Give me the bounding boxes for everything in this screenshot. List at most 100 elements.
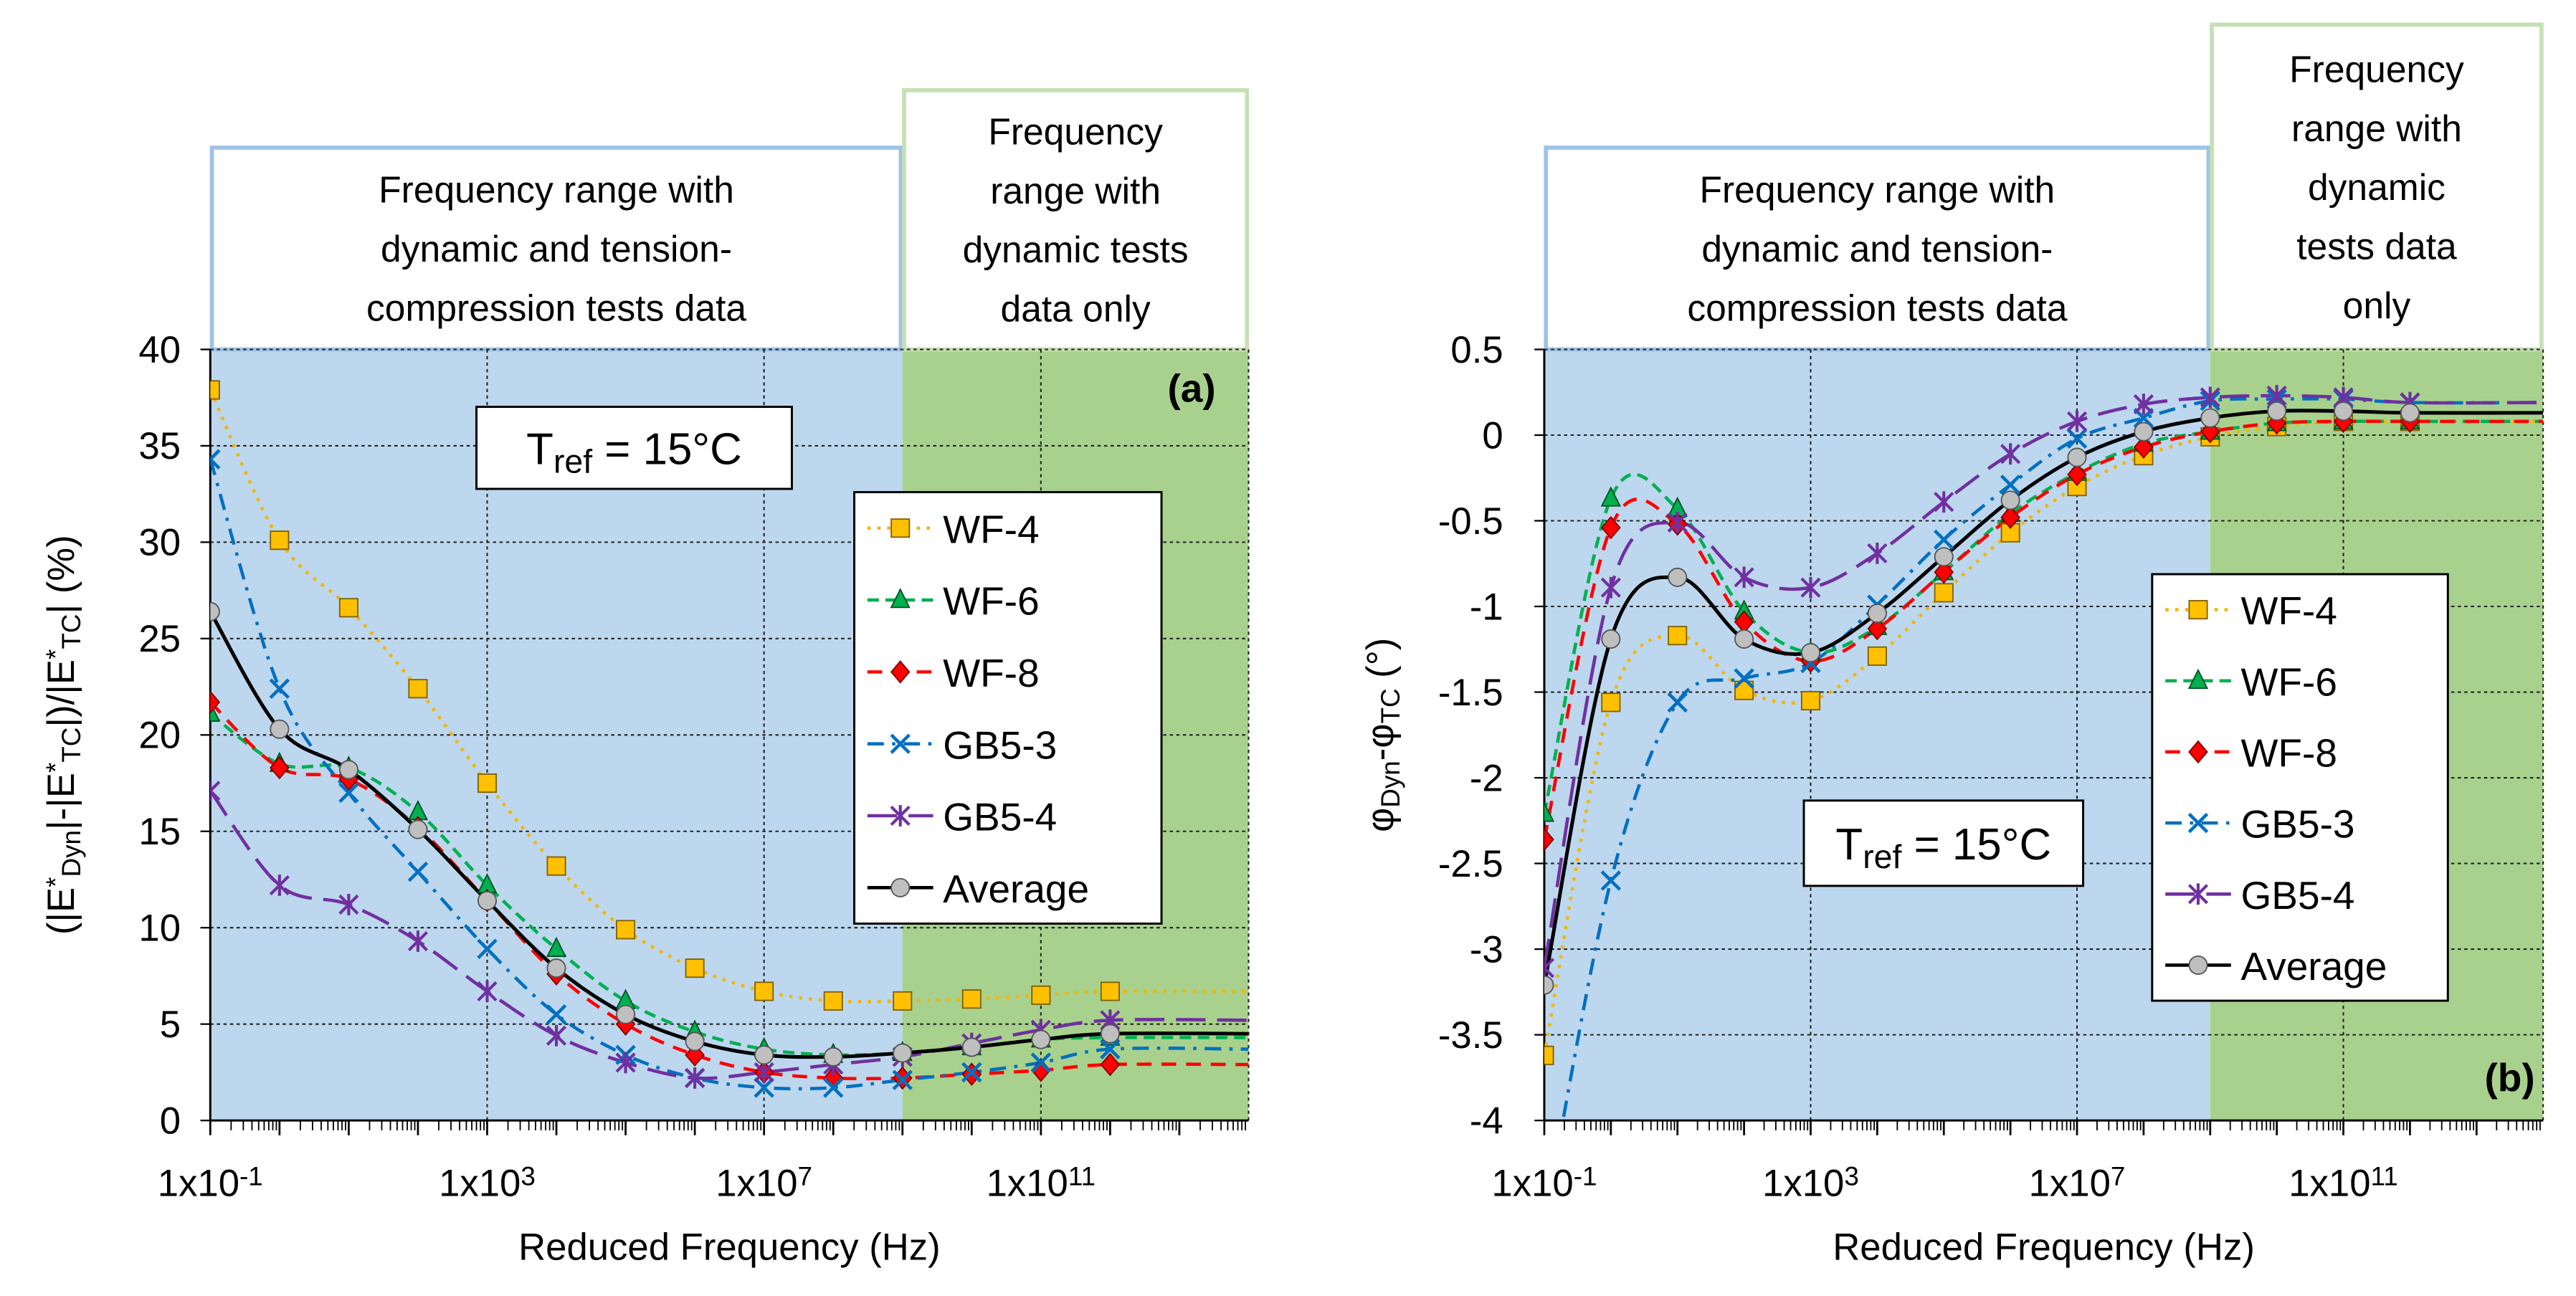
circle-marker xyxy=(1934,547,1954,567)
series-line-gb5-4 xyxy=(210,789,1249,1080)
label-segment: TC xyxy=(57,728,86,763)
circle-marker xyxy=(961,1037,982,1057)
legend-label: Average xyxy=(2241,944,2387,988)
series-group xyxy=(210,380,1249,1098)
square-marker xyxy=(338,598,358,618)
asterisk-marker xyxy=(546,1024,567,1047)
y-tick-label: -0.5 xyxy=(1438,500,1503,543)
circle-marker xyxy=(1668,567,1688,587)
circle-marker xyxy=(1800,643,1821,663)
region-header-text: data only xyxy=(1001,288,1151,330)
circle-marker xyxy=(754,1045,774,1065)
legend-item-wf-6: WF-6 xyxy=(867,579,1040,624)
diamond-marker xyxy=(1100,1052,1121,1077)
y-tick-label: 25 xyxy=(138,618,181,660)
label-segment: TC xyxy=(1376,688,1405,723)
panel-label: (b) xyxy=(2484,1055,2534,1100)
circle-marker xyxy=(685,1031,705,1052)
tref-subscript: ref xyxy=(1863,838,1901,875)
x-tick-exponent: 3 xyxy=(1844,1162,1859,1191)
x-tick-exponent: 3 xyxy=(521,1162,536,1191)
x-marker xyxy=(754,1077,774,1098)
y-tick-label: 5 xyxy=(160,1004,181,1046)
x-tick-exponent: -1 xyxy=(1574,1162,1597,1191)
triangle-marker xyxy=(1544,801,1555,822)
chart-a: Frequency range with dynamic and tension-… xyxy=(40,88,1250,1269)
x-tick-label: 1x103 xyxy=(1762,1162,1859,1205)
triangle-marker xyxy=(1600,486,1621,507)
square-marker xyxy=(1544,1045,1554,1065)
x-tick-base: 1x10 xyxy=(1491,1162,1573,1204)
label-segment: * xyxy=(41,877,70,887)
tref-subscript: ref xyxy=(553,442,592,480)
circle-marker xyxy=(2000,490,2020,510)
y-tick-label: 40 xyxy=(138,329,181,371)
diamond-marker xyxy=(2000,505,2020,530)
x-tick-base: 1x10 xyxy=(2289,1162,2370,1204)
square-marker xyxy=(477,773,498,794)
asterisk-marker xyxy=(685,1067,705,1089)
region-header-box xyxy=(1544,146,2211,352)
triangle-marker xyxy=(890,588,911,609)
y-tick-label: 10 xyxy=(138,907,181,950)
legend-label: WF-6 xyxy=(943,579,1039,624)
x-marker xyxy=(1734,668,1754,689)
tref-value: = 15°C xyxy=(1901,820,2051,869)
legend-label: WF-6 xyxy=(2241,659,2337,704)
x-tick-label: 1x107 xyxy=(716,1162,812,1205)
x-marker xyxy=(892,1069,913,1090)
square-marker xyxy=(1867,646,1887,666)
x-marker xyxy=(1934,529,1954,551)
y-tick-label: 20 xyxy=(138,715,181,757)
legend-label: WF-4 xyxy=(943,507,1039,551)
circle-marker xyxy=(2134,421,2154,442)
square-marker xyxy=(685,958,705,978)
square-marker xyxy=(210,380,220,400)
y-tick-label: -2.5 xyxy=(1438,843,1503,885)
circle-marker xyxy=(616,1004,636,1024)
x-marker xyxy=(2187,812,2209,834)
square-marker xyxy=(823,991,843,1011)
region-header-text: Frequency range with xyxy=(379,169,734,211)
circle-marker xyxy=(1100,1024,1120,1044)
asterisk-marker xyxy=(2066,410,2088,432)
y-tick-label: 0 xyxy=(1482,414,1503,457)
circle-marker xyxy=(1031,1029,1051,1049)
legend-item-gb5-3: GB5-3 xyxy=(2165,802,2354,847)
legend-label: WF-8 xyxy=(943,651,1039,695)
blue-frequency-region xyxy=(1544,349,2210,1121)
legend-label: GB5-3 xyxy=(2241,802,2355,847)
y-tick-label: 30 xyxy=(138,522,181,564)
asterisk-marker xyxy=(2000,443,2021,465)
region-header-text: compression tests data xyxy=(366,287,746,328)
series-markers-average xyxy=(1544,401,2420,995)
region-header-text: tests data xyxy=(2296,226,2457,267)
asterisk-marker xyxy=(407,930,429,952)
region-header-text: Frequency xyxy=(2289,48,2464,90)
region-header-box xyxy=(902,88,1250,352)
x-tick-exponent: 11 xyxy=(2371,1162,2398,1191)
circle-marker xyxy=(408,819,428,839)
diamond-marker xyxy=(1544,827,1554,852)
legend-label: Average xyxy=(943,867,1089,911)
legend-item-wf-6: WF-6 xyxy=(2165,659,2337,704)
y-tick-label: -4 xyxy=(1470,1100,1503,1142)
legend-item-gb5-4: GB5-4 xyxy=(2165,873,2354,918)
asterisk-marker xyxy=(1934,491,1954,513)
label-segment: Dyn xyxy=(1376,761,1405,808)
region-header-text: dynamic and tension- xyxy=(1701,228,2053,270)
circle-marker xyxy=(2400,403,2420,423)
chart-b: Frequency range with dynamic and tension-… xyxy=(1359,22,2544,1269)
region-header-text: compression tests data xyxy=(1687,287,2067,328)
x-marker xyxy=(1600,870,1622,891)
diamond-marker xyxy=(2067,462,2087,487)
label-segment: TC xyxy=(57,614,86,649)
x-marker xyxy=(2066,428,2088,449)
tref-box xyxy=(1802,799,2085,887)
series-line-average xyxy=(1544,409,2544,986)
x-marker xyxy=(823,1077,844,1098)
asterisk-marker xyxy=(754,1062,774,1083)
label-segment: |)/|E xyxy=(40,659,82,728)
square-marker xyxy=(754,981,774,1001)
